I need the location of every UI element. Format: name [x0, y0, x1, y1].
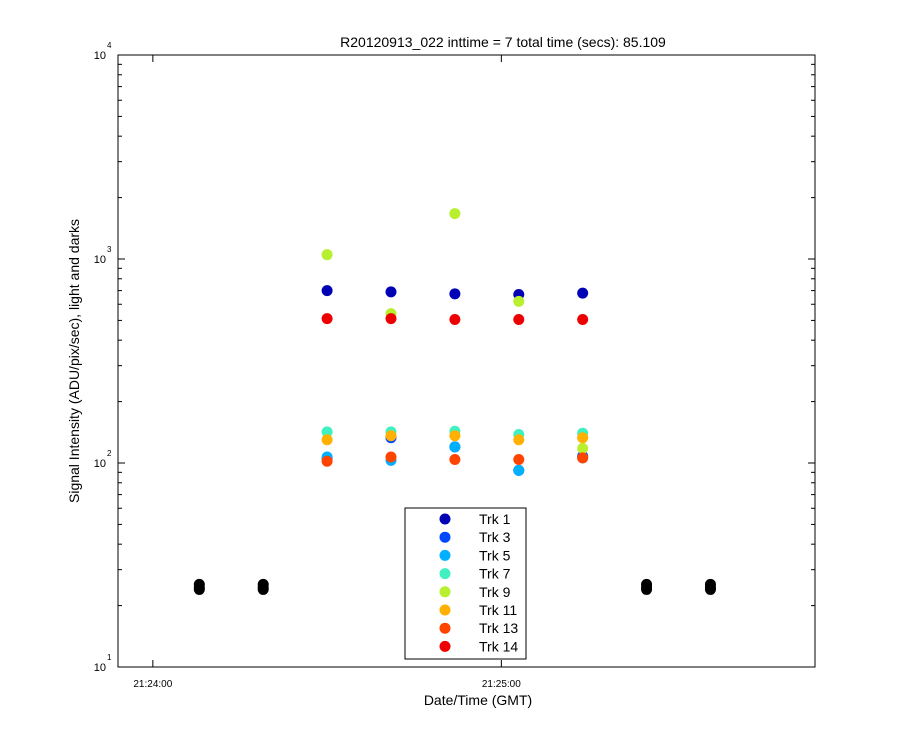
legend: Trk 1 Trk 3 Trk 5 Trk 7 Trk 9 Trk 11 Trk 13 Trk…	[404, 507, 527, 660]
legend-marker	[439, 568, 451, 580]
y-tick-exponent: 1	[107, 653, 112, 662]
y-axis-label: Signal Intensity (ADU/pix/sec), light an…	[66, 219, 82, 503]
legend-marker	[439, 622, 451, 634]
x-axis-label: Date/Time (GMT)	[424, 692, 532, 708]
y-tick-exponent: 3	[107, 245, 112, 254]
data-point	[449, 314, 461, 326]
data-point	[257, 583, 269, 595]
data-point	[577, 314, 589, 326]
y-tick-label: 10	[94, 50, 106, 62]
legend-marker	[439, 604, 451, 616]
data-point	[577, 432, 589, 444]
plot-frame	[117, 54, 816, 668]
legend-marker	[439, 586, 451, 598]
data-points	[193, 208, 716, 595]
legend-marker	[439, 640, 451, 652]
data-point	[577, 452, 589, 464]
y-tick-label: 10	[94, 458, 106, 470]
legend-label: Trk 5	[479, 547, 511, 563]
data-point	[321, 455, 333, 467]
data-point	[704, 583, 716, 595]
data-point	[449, 441, 461, 453]
legend-marker	[439, 549, 451, 561]
legend-label: Trk 7	[479, 566, 511, 582]
data-point	[513, 295, 525, 307]
data-point	[449, 454, 461, 466]
data-point	[385, 451, 397, 463]
data-point	[321, 313, 333, 325]
data-point	[513, 434, 525, 446]
legend-label: Trk 14	[479, 638, 518, 654]
y-tick-label: 10	[94, 662, 106, 674]
legend-box	[404, 507, 527, 660]
data-point	[449, 430, 461, 442]
y-tick-label: 10	[94, 254, 106, 266]
data-point	[513, 314, 525, 326]
data-point	[385, 430, 397, 442]
data-point	[321, 249, 333, 261]
data-point	[577, 442, 589, 454]
legend-label: Trk 13	[479, 620, 518, 636]
data-point	[321, 434, 333, 446]
y-tick-exponent: 2	[107, 449, 112, 458]
legend-marker	[439, 531, 451, 543]
legend-label: Trk 9	[479, 584, 511, 600]
y-tick-exponent: 4	[107, 41, 112, 50]
legend-label: Trk 11	[479, 602, 517, 618]
legend-label: Trk 1	[479, 511, 511, 527]
chart-title: R20120913_022 inttime = 7 total time (se…	[340, 34, 666, 50]
data-point	[641, 583, 653, 595]
data-point	[449, 288, 461, 300]
data-point	[385, 286, 397, 298]
data-point	[577, 287, 589, 299]
x-tick-label: 21:24:00	[133, 679, 172, 690]
data-point	[321, 426, 333, 438]
data-point	[385, 313, 397, 325]
data-point	[193, 583, 205, 595]
legend-marker	[439, 513, 451, 525]
data-point	[513, 464, 525, 476]
data-point	[321, 285, 333, 297]
data-point	[449, 208, 461, 220]
data-point	[513, 454, 525, 466]
x-tick-label: 21:25:00	[482, 679, 521, 690]
legend-label: Trk 3	[479, 529, 511, 545]
